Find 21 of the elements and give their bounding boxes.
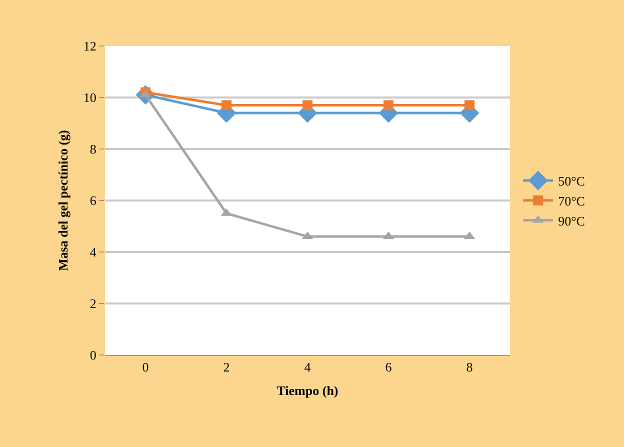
x-tick-label: 0 [142, 360, 149, 375]
point [222, 100, 232, 110]
y-tick-label: 12 [83, 38, 96, 54]
y-tick-label: 10 [83, 90, 96, 106]
x-tick-label: 8 [466, 360, 473, 375]
y-tick-label: 4 [90, 244, 97, 260]
legend-label: 50°C [558, 174, 585, 189]
y-axis-title: Masa del gel pectínico (g) [55, 130, 70, 271]
y-tick-label: 6 [90, 193, 97, 208]
point [302, 100, 312, 110]
point [384, 100, 394, 110]
y-tick-label: 2 [90, 296, 96, 312]
point [464, 100, 474, 110]
x-axis-title: Tiempo (h) [276, 383, 338, 398]
y-tick-label: 8 [90, 142, 96, 157]
legend-label: 70°C [558, 193, 585, 208]
y-tick-label: 0 [90, 348, 96, 363]
x-tick-label: 2 [223, 360, 230, 375]
x-tick-label: 6 [385, 360, 392, 375]
x-tick-label: 4 [304, 360, 312, 375]
legend-label: 90°C [558, 213, 585, 228]
